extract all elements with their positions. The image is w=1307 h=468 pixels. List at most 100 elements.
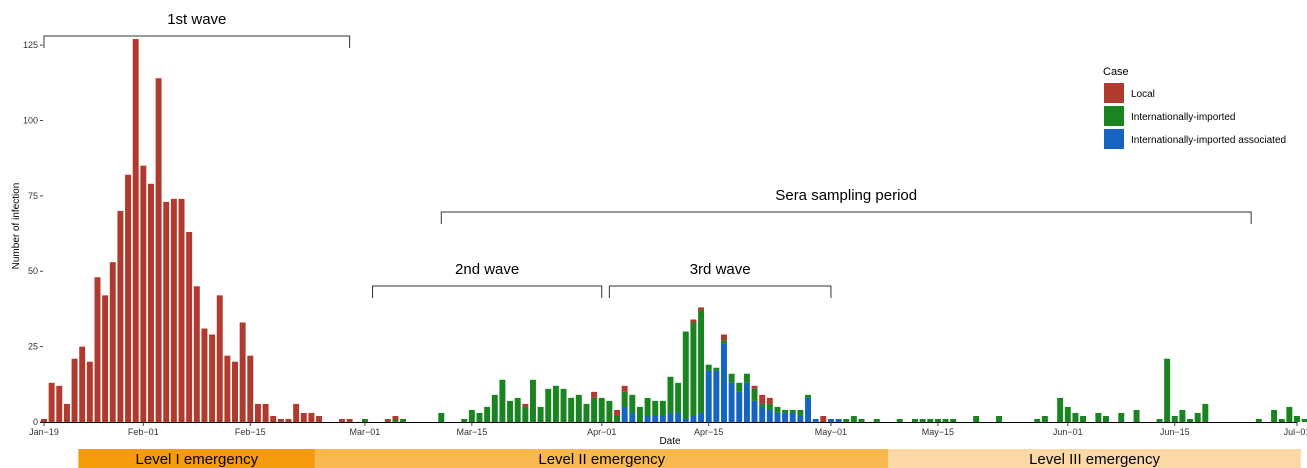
bar-internationally-imported: [507, 400, 514, 422]
bar-local: [86, 361, 93, 422]
bar-internationally-imported: [759, 403, 766, 407]
bar-internationally-imported: [361, 418, 368, 422]
bar-local: [239, 322, 246, 422]
bar-local: [690, 319, 697, 323]
bar-internationally-imported: [1064, 406, 1071, 422]
bar-local: [94, 277, 101, 422]
bar-internationally-imported: [621, 391, 628, 407]
bar-local: [300, 412, 307, 422]
bracket-line: [440, 211, 1252, 224]
emergency-level-bar: [888, 449, 1301, 468]
bar-internationally-imported-associated: [782, 412, 789, 422]
bar-internationally-imported-associated: [675, 412, 682, 422]
bar-local: [155, 78, 162, 422]
bar-internationally-imported: [996, 415, 1003, 422]
bar-internationally-imported: [1133, 409, 1140, 422]
bar-internationally-imported: [659, 400, 666, 416]
bar-internationally-imported: [606, 400, 613, 422]
bar-internationally-imported: [728, 373, 735, 383]
bar-internationally-imported: [652, 400, 659, 416]
y-axis-ticks: 0 25 50 75 100 125: [23, 40, 43, 427]
bar-local: [232, 361, 238, 422]
bar-local: [614, 409, 620, 416]
bar-local: [178, 198, 185, 422]
bar-internationally-imported: [690, 322, 697, 416]
bar-local: [247, 355, 254, 422]
bar-internationally-imported: [530, 379, 536, 422]
bar-local: [79, 346, 86, 422]
bar-internationally-imported-associated: [629, 412, 636, 422]
bar-local: [262, 403, 269, 422]
bar-local: [140, 165, 147, 422]
y-tick-label: 125: [23, 40, 38, 50]
bar-internationally-imported: [1286, 406, 1293, 422]
bar-internationally-imported: [682, 331, 689, 419]
bar-internationally-imported: [973, 415, 980, 422]
bar-internationally-imported: [1118, 412, 1125, 422]
x-tick-label: Apr−15: [694, 427, 723, 437]
bar-internationally-imported: [698, 310, 705, 413]
bar-internationally-imported: [568, 397, 575, 422]
bar-internationally-imported: [644, 397, 651, 416]
bar-internationally-imported: [1271, 409, 1278, 422]
bar-local: [102, 295, 109, 422]
bar-internationally-imported: [896, 418, 903, 422]
bar-internationally-imported: [537, 406, 544, 422]
bar-internationally-imported: [950, 418, 957, 422]
bar-internationally-imported: [461, 418, 468, 422]
x-tick-label: Mar−15: [456, 427, 487, 437]
bar-local: [338, 418, 345, 422]
bar-local: [209, 334, 216, 422]
bar-internationally-imported: [1171, 415, 1178, 422]
legend-label: Internationally-imported: [1131, 112, 1236, 123]
bar-internationally-imported: [545, 388, 552, 422]
bar-local: [384, 418, 391, 422]
bar-local: [522, 403, 529, 407]
bar-internationally-imported-associated: [751, 400, 758, 422]
bar-internationally-imported: [942, 418, 949, 422]
bar-internationally-imported: [675, 382, 682, 413]
bar-internationally-imported-associated: [827, 418, 834, 422]
x-tick-label: Jul−01: [1284, 427, 1307, 437]
bar-internationally-imported: [713, 367, 720, 371]
bar-local: [201, 328, 208, 422]
bar-internationally-imported-associated: [805, 397, 811, 422]
bar-internationally-imported: [797, 409, 804, 416]
bar-local: [721, 334, 727, 341]
bar-internationally-imported: [766, 403, 773, 410]
bar-local: [170, 198, 177, 422]
bar-internationally-imported-associated: [705, 370, 712, 422]
bar-internationally-imported: [1164, 358, 1171, 422]
bar-local: [109, 262, 116, 422]
bar-local: [591, 391, 598, 398]
bar-local: [117, 210, 124, 422]
bar-local: [621, 385, 628, 392]
bar-internationally-imported: [1103, 415, 1109, 422]
bar-local: [751, 385, 758, 389]
bar-internationally-imported-associated: [690, 415, 697, 422]
bar-internationally-imported: [468, 409, 475, 422]
bar-local: [147, 183, 154, 422]
bar-internationally-imported: [736, 382, 743, 392]
bar-internationally-imported: [636, 406, 643, 422]
bar-internationally-imported: [1278, 418, 1285, 422]
bar-internationally-imported: [560, 388, 567, 422]
bracket-line: [372, 285, 603, 298]
bar-internationally-imported-associated: [621, 406, 628, 422]
x-tick-label: Apr−01: [587, 427, 616, 437]
x-tick-label: Mar−01: [349, 427, 380, 437]
bar-internationally-imported: [522, 406, 529, 422]
bar-internationally-imported: [1072, 412, 1079, 422]
bar-internationally-imported: [438, 412, 445, 422]
bar-internationally-imported: [552, 385, 559, 422]
legend-label: Local: [1131, 89, 1155, 100]
bar-internationally-imported-associated: [797, 415, 804, 422]
emergency-levels: Level I emergency Level II emergency Level…: [78, 449, 1301, 468]
legend-swatch: [1104, 83, 1124, 103]
bar-internationally-imported: [1095, 412, 1102, 422]
x-tick-label: Jan−19: [29, 427, 59, 437]
bar-local: [308, 412, 315, 422]
bar-internationally-imported: [782, 409, 789, 413]
bar-internationally-imported: [629, 394, 636, 413]
